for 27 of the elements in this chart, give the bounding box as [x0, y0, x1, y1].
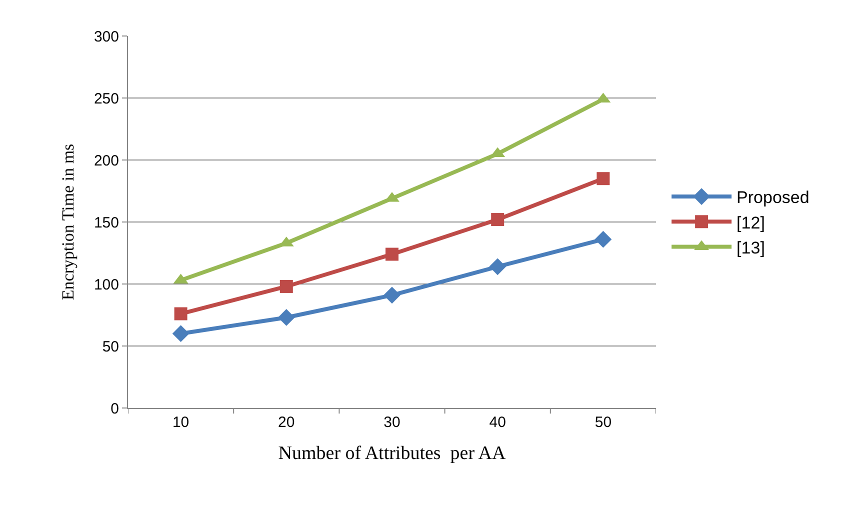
- point: [172, 325, 190, 342]
- x-tick-label: 10: [172, 414, 190, 431]
- y-tick-label: 300: [94, 28, 119, 46]
- y-axis-title: Encryption Time in ms: [58, 144, 78, 300]
- point: [489, 258, 506, 276]
- point: [278, 309, 295, 326]
- point: [280, 280, 293, 293]
- point: [594, 230, 612, 248]
- point: [384, 286, 400, 304]
- legend-label: [12]: [736, 213, 765, 232]
- x-tick-label: 40: [489, 414, 506, 431]
- point: [174, 307, 188, 320]
- x-tick-label: 20: [278, 414, 295, 431]
- point: [596, 172, 610, 186]
- y-tick-label: 100: [94, 276, 119, 294]
- legend-label: [13]: [736, 238, 765, 258]
- legend-label: Proposed: [736, 188, 810, 208]
- x-tick-label: 30: [384, 414, 400, 431]
- y-tick-label: 250: [94, 90, 119, 108]
- x-tick-label: 50: [594, 414, 612, 431]
- x-axis-title: Number of Attributes per AA: [278, 442, 506, 464]
- point: [491, 213, 504, 226]
- y-tick-label: 200: [94, 152, 119, 170]
- y-tick-label: 0: [110, 400, 119, 418]
- y-tick-label: 150: [94, 214, 119, 232]
- y-tick-label: 50: [102, 338, 119, 356]
- point: [386, 248, 398, 261]
